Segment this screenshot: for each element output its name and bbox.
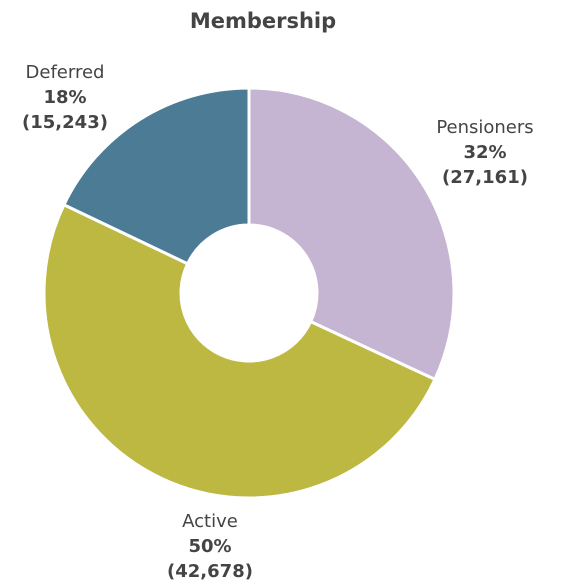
value-label: (27,161) (442, 167, 528, 188)
slice (247, 86, 456, 381)
slice-label: Active (182, 511, 238, 532)
percent-label: 50% (188, 536, 231, 557)
slice-label: Deferred (26, 62, 105, 83)
percent-label: 18% (43, 87, 86, 108)
percent-label: 32% (463, 142, 506, 163)
slice (42, 203, 437, 500)
slice-label: Pensioners (436, 117, 533, 138)
value-label: (15,243) (22, 112, 108, 133)
slice (62, 86, 251, 266)
chart-title: Membership (190, 9, 336, 33)
value-label: (42,678) (167, 561, 253, 582)
